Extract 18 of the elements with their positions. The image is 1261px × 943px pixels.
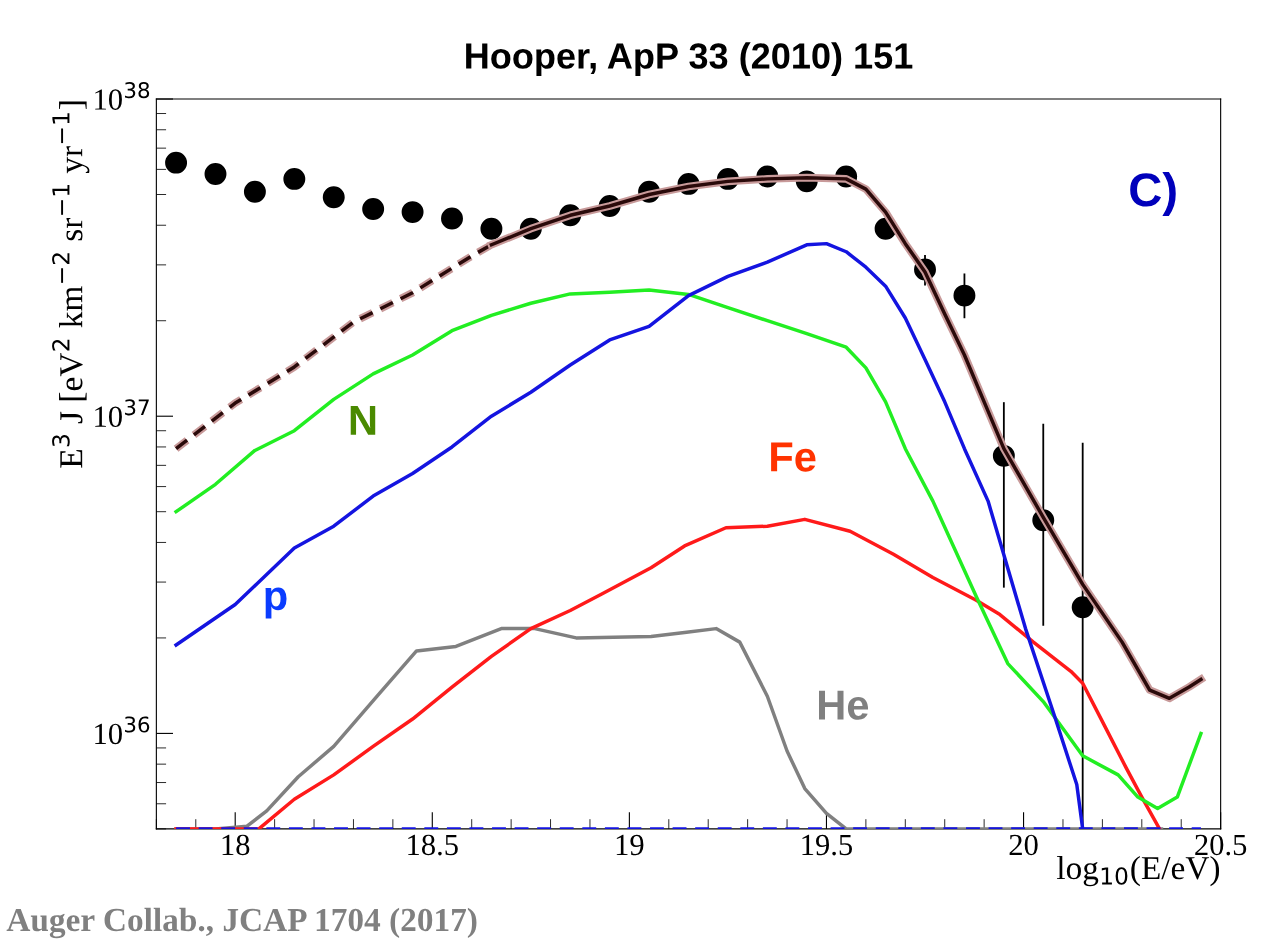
x-tick-label: 18.5 xyxy=(408,834,458,856)
text: Auger Collab., JCAP 1704 (2017) xyxy=(6,907,477,939)
x-tick-label: 19 xyxy=(616,834,644,856)
annotation: C) xyxy=(1130,171,1176,216)
x-tick-label: 19.5 xyxy=(802,834,853,856)
y-tick-label: 10$^{36}$ xyxy=(95,716,150,745)
x-tick-label: 20 xyxy=(1009,834,1038,856)
text: E$^{3}$ J [eV$^{2}$ km$^{−2}$ sr$^{−1}$ yr$^{−1}$] xyxy=(52,101,90,468)
x-tick-label: 20.5 xyxy=(1195,834,1247,856)
series-label: He xyxy=(819,690,869,720)
x-axis-title: log$_{10}$(E/eV) xyxy=(1056,855,1220,887)
series-label: Fe xyxy=(771,442,816,472)
chart-title: Hooper, ApP 33 (2010) 151 xyxy=(466,42,913,76)
series-label: p xyxy=(265,587,287,619)
y-tick-label: 10$^{38}$ xyxy=(95,82,150,110)
x-tick-label: 18 xyxy=(222,834,250,856)
y-tick-label: 10$^{37}$ xyxy=(95,399,149,428)
series-label: N xyxy=(350,406,376,435)
